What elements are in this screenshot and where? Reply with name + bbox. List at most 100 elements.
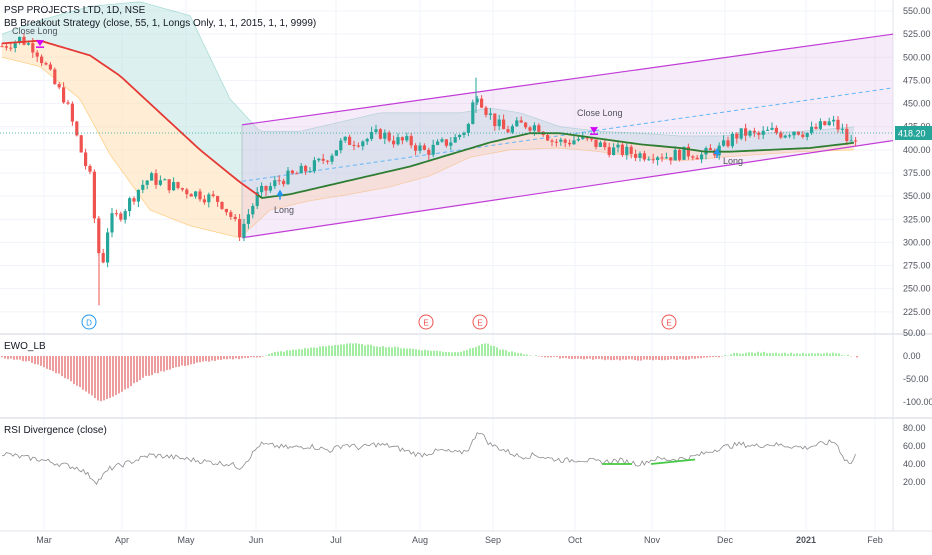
rsi-pane-title: RSI Divergence (close) [4, 425, 107, 436]
bollinger-upper-fill [2, 1, 854, 198]
candle-body [466, 123, 470, 133]
candle-body [185, 189, 189, 195]
candle-body [431, 144, 435, 155]
candle-body [458, 134, 462, 138]
candle-body [766, 129, 770, 131]
candle-body [629, 146, 633, 154]
candle-body [123, 211, 127, 220]
candle-body [480, 98, 484, 108]
candle-body [603, 142, 607, 148]
long-entry-arrow-icon [276, 189, 284, 196]
price-tick-label: 400.00 [903, 145, 931, 155]
candle-body [374, 129, 378, 133]
event-badge-icon [472, 314, 488, 330]
candle-body [422, 145, 426, 150]
candle-body [537, 125, 541, 132]
long-entry-arrow-icon [713, 147, 721, 154]
candle-body [440, 139, 444, 142]
rsi-line [1, 432, 856, 486]
candle-body [330, 155, 334, 162]
close-long-marker-icon [590, 127, 598, 134]
event-badge-label: E [666, 319, 671, 328]
channel-fill [242, 34, 893, 238]
candle-body [180, 188, 184, 190]
last-price-badge [895, 125, 932, 140]
price-tick-label: 350.00 [903, 191, 931, 201]
candle-body [4, 46, 8, 48]
time-tick-label: 2021 [796, 535, 816, 545]
candle-body [810, 126, 814, 133]
candle-body [44, 63, 48, 65]
ewo-pane-title: EWO_LB [4, 341, 46, 352]
candle-body [642, 153, 646, 160]
candle-body [0, 46, 4, 48]
candle-body [449, 142, 453, 146]
price-tick-label: 475.00 [903, 75, 931, 85]
candle-body [598, 142, 602, 147]
candle-body [651, 159, 655, 161]
price-tick-label: 300.00 [903, 237, 931, 247]
candle-body [101, 253, 105, 263]
candle-body [462, 132, 466, 135]
candle-body [75, 121, 79, 136]
candle-body [378, 129, 382, 139]
candle-body [792, 131, 796, 136]
candle-body [730, 133, 734, 147]
candle-body [590, 138, 594, 140]
candle-body [453, 137, 457, 143]
time-tick-label: Aug [412, 535, 428, 545]
time-tick-label: Jun [249, 535, 264, 545]
candle-body [194, 191, 198, 197]
candle-body [260, 185, 264, 193]
chart-title: PSP PROJECTS LTD, 1D, NSE [4, 5, 146, 16]
time-tick-label: May [177, 535, 195, 545]
candle-body [827, 121, 831, 126]
candle-body [383, 132, 387, 139]
candle-body [150, 173, 154, 181]
event-badge-icon [81, 314, 97, 330]
candle-body [9, 47, 13, 49]
candle-body [427, 149, 431, 155]
candle-body [770, 127, 774, 130]
candle-body [752, 130, 756, 133]
candle-body [396, 137, 400, 145]
candle-body [700, 154, 704, 160]
candle-body [563, 139, 567, 143]
rsi-tick-label: 80.00 [903, 423, 926, 433]
candle-body [145, 180, 149, 185]
candle-body [158, 180, 162, 185]
candle-body [106, 232, 110, 263]
candle-body [97, 218, 101, 254]
candle-body [282, 180, 286, 185]
price-tick-label: 525.00 [903, 29, 931, 39]
price-tick-label: 450.00 [903, 99, 931, 109]
candle-body [554, 141, 558, 143]
price-tick-label: 225.00 [903, 307, 931, 317]
candle-body [616, 144, 620, 148]
candle-body [339, 140, 343, 151]
channel-mid-line [241, 87, 894, 182]
candle-body [647, 159, 651, 161]
candle-body [224, 208, 228, 213]
rsi-tick-label: 20.00 [903, 477, 926, 487]
candle-body [607, 147, 611, 156]
candle-body [638, 153, 642, 158]
candle-body [519, 120, 523, 123]
candle-body [418, 145, 422, 151]
candle-body [832, 119, 836, 122]
candle-body [506, 129, 510, 133]
candle-body [612, 147, 616, 156]
candle-body [779, 132, 783, 138]
candle-body [502, 119, 506, 130]
price-tick-label: 275.00 [903, 261, 931, 271]
candle-body [48, 64, 52, 70]
candle-body [836, 119, 840, 130]
candle-body [255, 192, 259, 206]
candle-body [312, 160, 316, 172]
candle-body [524, 122, 528, 128]
candle-body [493, 113, 497, 127]
candle-body [568, 142, 572, 145]
candle-body [726, 140, 730, 147]
candle-body [304, 165, 308, 172]
